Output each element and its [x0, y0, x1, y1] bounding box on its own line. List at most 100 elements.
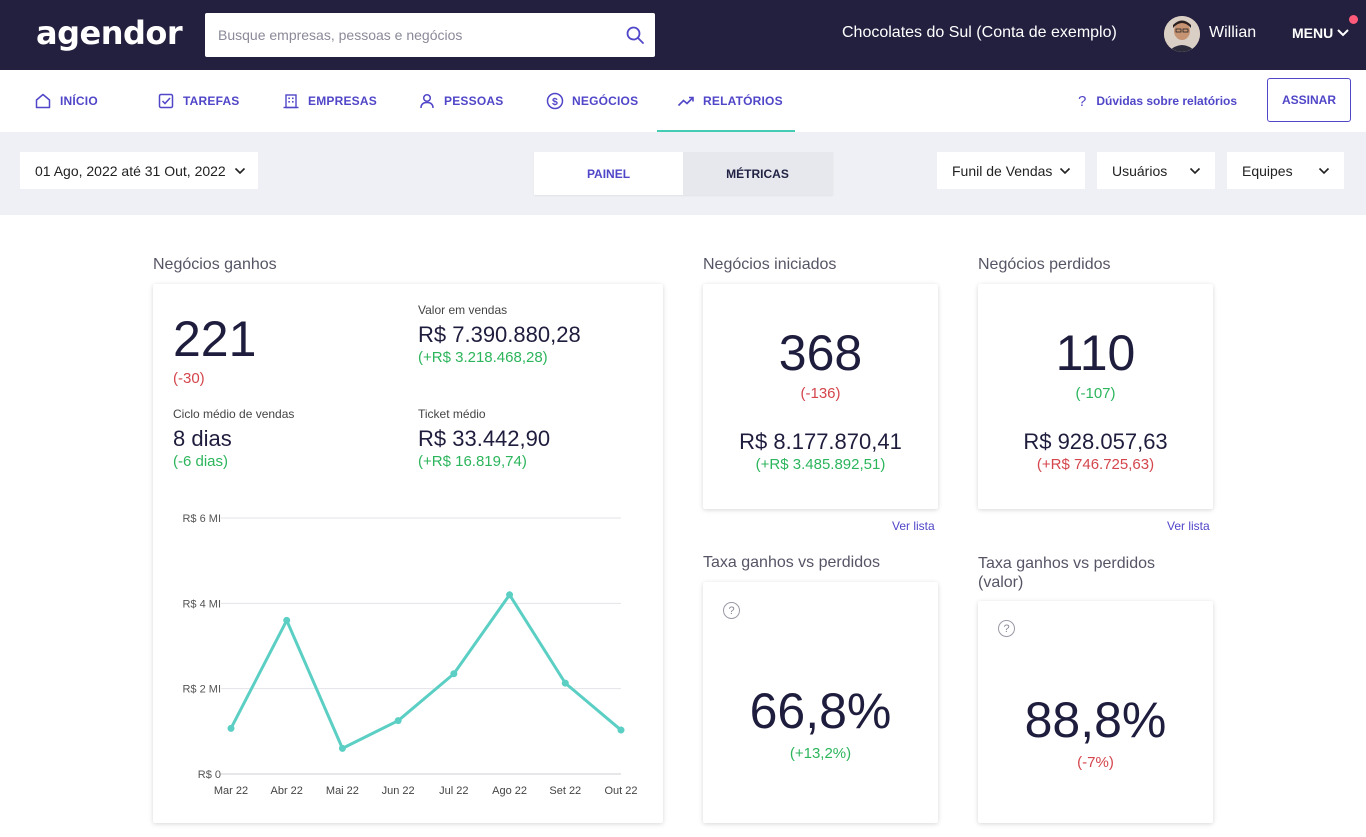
data-point	[506, 591, 514, 599]
checkbox-icon	[158, 93, 174, 109]
chevron-down-icon	[1189, 167, 1201, 174]
y-tick-label: R$ 2 MI	[182, 684, 221, 696]
sales-label: Valor em vendas	[418, 303, 508, 317]
x-tick-label: Out 22	[604, 785, 637, 797]
nav-label: EMPRESAS	[308, 94, 377, 108]
won-count: 221	[173, 311, 257, 367]
nav-label: TAREFAS	[183, 94, 240, 108]
dollar-icon: $	[546, 92, 564, 110]
avatar[interactable]	[1164, 16, 1200, 52]
x-tick-label: Mar 22	[214, 785, 248, 797]
x-tick-label: Set 22	[549, 785, 581, 797]
filter-bar: 01 Ago, 2022 até 31 Out, 2022 PAINEL MÉT…	[0, 132, 1366, 215]
svg-text:$: $	[552, 96, 558, 108]
started-card: 368 (-136) R$ 8.177.870,41 (+R$ 3.485.89…	[703, 284, 938, 509]
data-point	[227, 724, 235, 732]
x-tick-label: Jun 22	[382, 785, 415, 797]
chevron-down-icon	[234, 167, 245, 174]
help-label: Dúvidas sobre relatórios	[1096, 94, 1238, 108]
notification-dot	[1349, 15, 1358, 24]
nav-label: NEGÓCIOS	[572, 94, 639, 108]
funnel-select[interactable]: Funil de Vendas	[937, 152, 1085, 189]
nav-item-empresas[interactable]: EMPRESAS	[282, 70, 377, 132]
menu-button[interactable]: MENU	[1292, 25, 1349, 41]
rate-card: ? 66,8% (+13,2%)	[703, 582, 938, 823]
series-line	[229, 593, 622, 750]
rate-value-card: ? 88,8% (-7%)	[978, 601, 1213, 823]
ticket-value: R$ 33.442,90	[418, 426, 551, 451]
help-icon[interactable]: ?	[998, 620, 1015, 637]
help-link[interactable]: ? Dúvidas sobre relatórios	[1078, 70, 1237, 132]
data-point	[394, 717, 402, 725]
view-toggle: PAINEL MÉTRICAS	[534, 152, 833, 195]
lost-title: Negócios perdidos	[978, 256, 1111, 273]
won-card: 221 (-30) Valor em vendas R$ 7.390.880,2…	[153, 284, 663, 823]
rate-title: Taxa ganhos vs perdidos	[703, 554, 880, 571]
teams-select[interactable]: Equipes	[1227, 152, 1344, 189]
sales-value: R$ 7.390.880,28	[418, 322, 581, 347]
data-point	[617, 726, 625, 734]
rate-value-title-line1: Taxa ganhos vs perdidos	[978, 555, 1155, 572]
nav-label: PESSOAS	[444, 94, 504, 108]
home-icon	[35, 93, 51, 109]
top-bar: agendor Chocolates do Sul (Conta de exem…	[0, 0, 1366, 70]
search-box	[205, 13, 655, 57]
subscribe-button[interactable]: ASSINAR	[1267, 78, 1351, 122]
nav-label: RELATÓRIOS	[703, 94, 783, 108]
help-icon[interactable]: ?	[723, 602, 740, 619]
rate-value-title-line2: (valor)	[978, 574, 1024, 591]
won-count-delta: (-30)	[173, 370, 205, 387]
rate-value: 66,8%	[749, 683, 892, 739]
logo[interactable]: agendor	[36, 14, 183, 52]
data-point	[338, 744, 346, 752]
teams-value: Equipes	[1242, 162, 1293, 179]
lost-value-delta: (+R$ 746.725,63)	[1036, 456, 1155, 473]
started-count: 368	[778, 325, 863, 381]
won-line-chart: R$ 0 R$ 2 MI R$ 4 MI R$ 6 MI Mar 22 Abr 22 Mai…	[182, 513, 637, 797]
lost-count-delta: (-107)	[1075, 385, 1116, 402]
rate-delta: (+13,2%)	[789, 745, 852, 762]
nav-item-tarefas[interactable]: TAREFAS	[157, 70, 240, 132]
date-range-select[interactable]: 01 Ago, 2022 até 31 Out, 2022	[20, 152, 258, 189]
chevron-down-icon	[1059, 167, 1071, 174]
nav-item-relatorios[interactable]: RELATÓRIOS	[657, 70, 795, 132]
tab-metricas[interactable]: MÉTRICAS	[726, 166, 789, 181]
started-count-delta: (-136)	[800, 385, 841, 402]
building-icon	[283, 94, 299, 109]
nav-item-pessoas[interactable]: PESSOAS	[418, 70, 503, 132]
trend-icon	[677, 96, 694, 107]
account-name[interactable]: Chocolates do Sul (Conta de exemplo)	[842, 24, 1117, 41]
y-tick-label: R$ 4 MI	[182, 598, 221, 610]
lost-ver-lista-link[interactable]: Ver lista	[1167, 519, 1210, 533]
nav-item-negocios[interactable]: $ NEGÓCIOS	[546, 70, 638, 132]
cycle-value: 8 dias	[173, 426, 232, 451]
ticket-label: Ticket médio	[418, 407, 486, 421]
started-value-delta: (+R$ 3.485.892,51)	[755, 456, 886, 473]
data-point	[283, 616, 291, 624]
y-tick-label: R$ 6 MI	[182, 513, 221, 525]
search-input[interactable]	[205, 13, 615, 57]
lost-value: R$ 928.057,63	[1023, 429, 1168, 454]
nav-label: INÍCIO	[60, 94, 98, 108]
tab-painel[interactable]: PAINEL	[534, 152, 683, 195]
users-select[interactable]: Usuários	[1097, 152, 1215, 189]
main-nav: INÍCIO TAREFAS EMPRESAS PESSOAS $ NEGÓCI…	[0, 70, 1366, 132]
lost-card: 110 (-107) R$ 928.057,63 (+R$ 746.725,63…	[978, 284, 1213, 509]
data-point	[561, 679, 569, 687]
search-icon[interactable]	[625, 25, 645, 45]
nav-item-inicio[interactable]: INÍCIO	[34, 70, 98, 132]
chevron-down-icon	[1337, 29, 1349, 37]
user-name[interactable]: Willian	[1209, 24, 1257, 41]
ticket-delta: (+R$ 16.819,74)	[418, 453, 527, 470]
won-title: Negócios ganhos	[153, 256, 277, 273]
x-tick-label: Abr 22	[271, 785, 303, 797]
x-tick-label: Ago 22	[492, 785, 527, 797]
started-value: R$ 8.177.870,41	[739, 429, 902, 454]
users-value: Usuários	[1112, 162, 1168, 179]
chevron-down-icon	[1318, 167, 1330, 174]
started-title: Negócios iniciados	[703, 256, 837, 273]
started-ver-lista-link[interactable]: Ver lista	[892, 519, 935, 533]
y-tick-label: R$ 0	[198, 769, 221, 781]
rate-value-title: Taxa ganhos vs perdidos (valor)	[978, 554, 1155, 592]
question-icon: ?	[1078, 92, 1087, 110]
